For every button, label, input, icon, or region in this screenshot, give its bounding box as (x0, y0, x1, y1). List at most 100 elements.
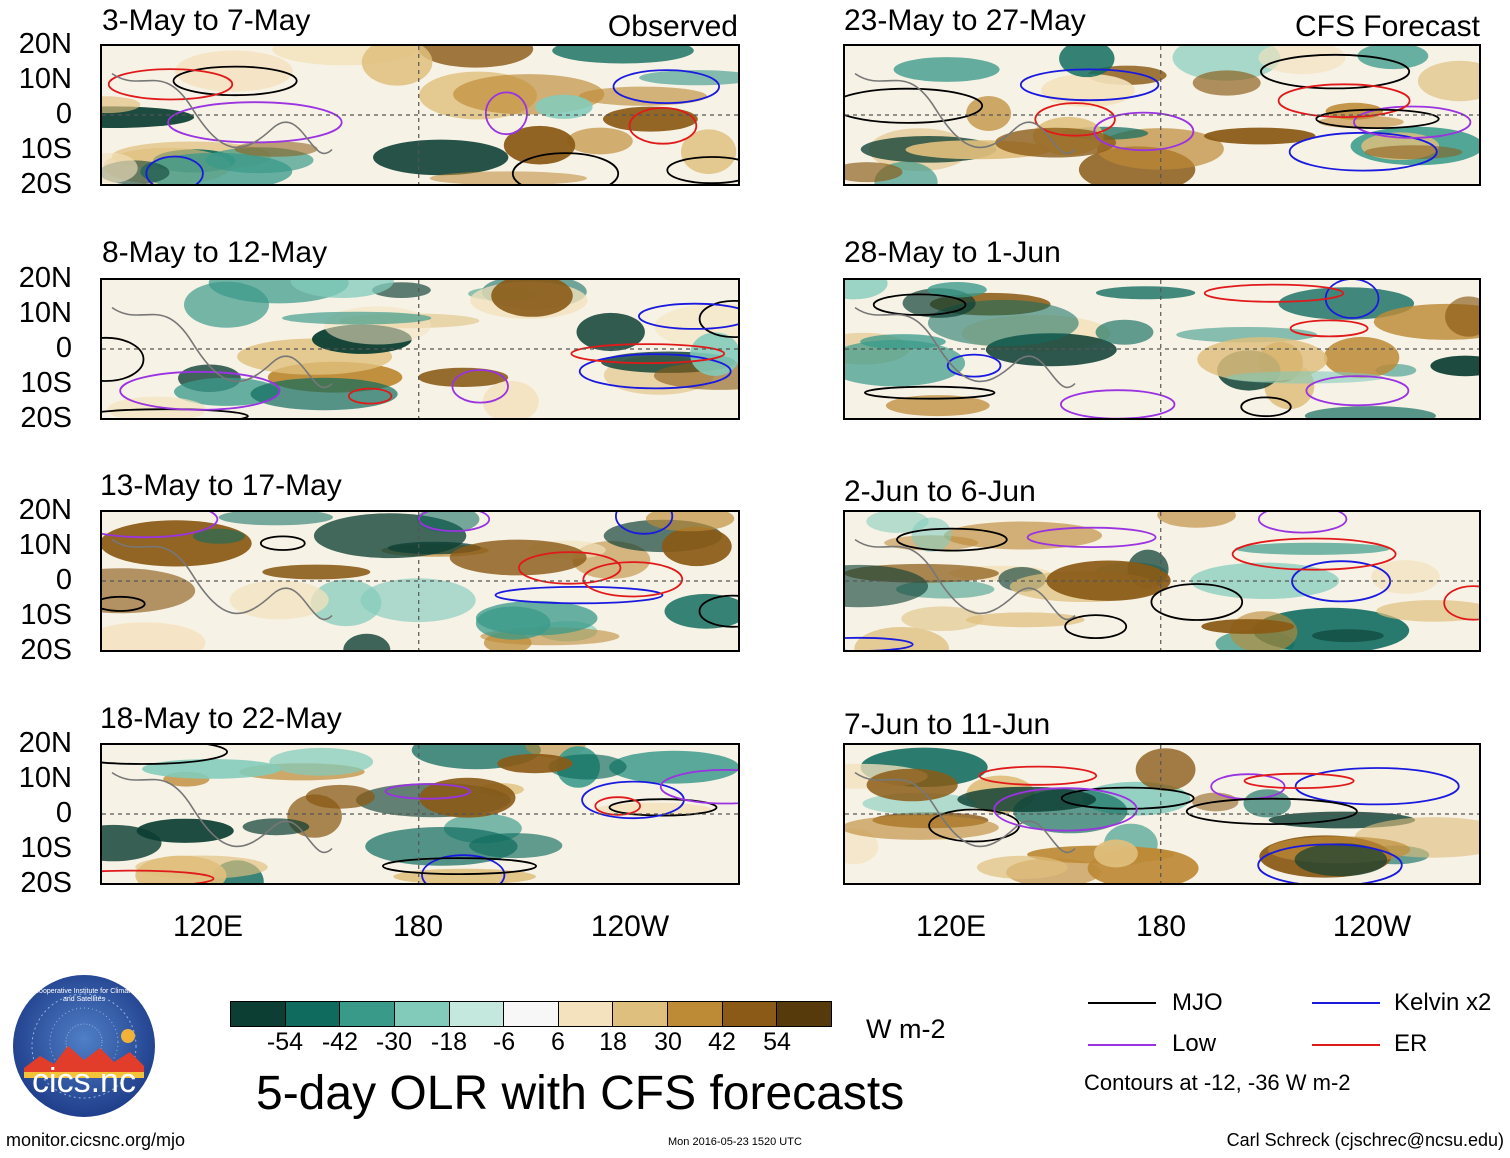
wave-contour (993, 787, 1138, 832)
legend-label: Low (1172, 1030, 1217, 1057)
olr-anomaly-blob (1364, 145, 1463, 160)
wave-contour (384, 783, 472, 800)
panel-title: 28-May to 1-Jun (844, 236, 1061, 269)
wave-contour (946, 353, 1002, 378)
legend-label: ER (1394, 1030, 1428, 1057)
wave-contour (845, 636, 914, 650)
legend-label: MJO (1172, 989, 1223, 1016)
olr-anomaly-blob (218, 512, 333, 526)
colorbar-ticks: -54 -42 -30 -18 -6 6 18 30 42 54 (266, 1028, 791, 1056)
olr-anomaly-blob (102, 622, 206, 650)
olr-anomaly-blob (234, 141, 318, 157)
kelvin-line (1312, 1002, 1380, 1004)
wave-contour (666, 156, 738, 184)
olr-anomaly-blob (664, 593, 738, 629)
lon-label: 180 (392, 910, 444, 943)
wave-contour (107, 68, 234, 101)
colorbar-swatch (557, 1002, 613, 1026)
wave-contour (1260, 53, 1411, 90)
footer-timestamp: Mon 2016-05-23 1520 UTC (668, 1136, 802, 1148)
wave-contour (1026, 526, 1157, 548)
observed-tag: Observed (607, 10, 738, 43)
olr-anomaly-blob (1323, 336, 1400, 379)
olr-anomaly-blob (102, 520, 252, 567)
wave-contour (172, 65, 298, 97)
olr-anomaly-blob (360, 578, 476, 623)
olr-anomaly-blob (343, 633, 391, 650)
olr-anomaly-blob (282, 311, 432, 325)
wave-contour (612, 69, 720, 104)
olr-anomaly-blob (1243, 789, 1291, 818)
low-line (1088, 1044, 1156, 1046)
colorbar-swatch (503, 1002, 558, 1026)
wave-contour (102, 595, 146, 612)
olr-anomaly-blob (310, 579, 382, 627)
logo-ring-text: Cooperative Institute for Climate and Sa… (34, 988, 134, 1003)
wave-contour (511, 152, 620, 184)
olr-map-panel (843, 510, 1481, 652)
olr-anomaly-blob (1157, 512, 1236, 528)
olr-anomaly-blob (1095, 319, 1154, 345)
olr-anomaly-blob (1357, 46, 1429, 70)
olr-anomaly-blob (893, 57, 1000, 82)
olr-anomaly-blob (175, 50, 293, 92)
olr-anomaly-blob (845, 564, 929, 608)
olr-anomaly-blob (576, 312, 645, 352)
wave-contour (1060, 786, 1195, 810)
wave-contour (421, 854, 506, 883)
wave-contour (1185, 797, 1358, 826)
olr-anomaly-blob (1304, 406, 1436, 418)
wave-contour (845, 87, 984, 124)
wave-contour (1243, 772, 1355, 790)
olr-anomaly-blob (552, 46, 694, 64)
colorbar-swatch (339, 1002, 394, 1026)
olr-anomaly-blob (1041, 73, 1135, 107)
wave-contour (1257, 843, 1403, 883)
olr-anomaly-blob (1430, 355, 1479, 377)
wave-contour (578, 353, 732, 390)
wave-contour (1093, 111, 1195, 152)
olr-field (845, 280, 1479, 418)
olr-anomaly-blob (417, 512, 480, 533)
panel-title: 13-May to 17-May (100, 469, 342, 502)
olr-anomaly-blob (1258, 46, 1346, 75)
olr-anomaly-blob (1318, 115, 1404, 129)
olr-anomaly-blob (1226, 371, 1384, 384)
olr-anomaly-blob (845, 280, 888, 300)
olr-anomaly-blob (603, 106, 698, 132)
olr-map-panel (100, 278, 740, 420)
wave-contour (582, 561, 684, 598)
olr-anomaly-blob (102, 152, 138, 184)
olr-map-panel (843, 743, 1481, 885)
panel-title: 3-May to 7-May (102, 4, 311, 37)
wave-contour (1150, 583, 1244, 621)
olr-anomaly-blob (102, 106, 195, 128)
olr-map-panel (843, 44, 1481, 186)
wave-contour (1240, 396, 1292, 418)
olr-anomaly-blob (965, 612, 1085, 628)
olr-anomaly-blob (419, 777, 516, 818)
olr-anomaly-blob (1093, 839, 1138, 868)
wave-contour (863, 385, 996, 400)
olr-anomaly-blob (1172, 46, 1281, 81)
colorbar-swatch (393, 1002, 449, 1026)
olr-anomaly-blob (1201, 619, 1295, 634)
colorbar-swatch (721, 1002, 777, 1026)
olr-map-panel (100, 743, 740, 885)
olr-anomaly-blob (1046, 560, 1171, 601)
colorbar-swatch (667, 1002, 722, 1026)
wave-contour (698, 594, 738, 628)
olr-anomaly-blob (449, 539, 587, 576)
olr-anomaly-blob (482, 380, 539, 418)
lon-label: 180 (1135, 910, 1187, 943)
olr-anomaly-blob (1312, 629, 1384, 643)
wave-contour (484, 91, 528, 136)
wave-contour (698, 300, 738, 338)
wave-contour (451, 369, 509, 404)
olr-anomaly-blob (845, 828, 879, 865)
olr-anomaly-blob (193, 528, 245, 544)
olr-anomaly-blob (1294, 843, 1388, 877)
olr-anomaly-blob (174, 377, 280, 406)
olr-field (845, 745, 1479, 883)
coastline (111, 72, 333, 155)
